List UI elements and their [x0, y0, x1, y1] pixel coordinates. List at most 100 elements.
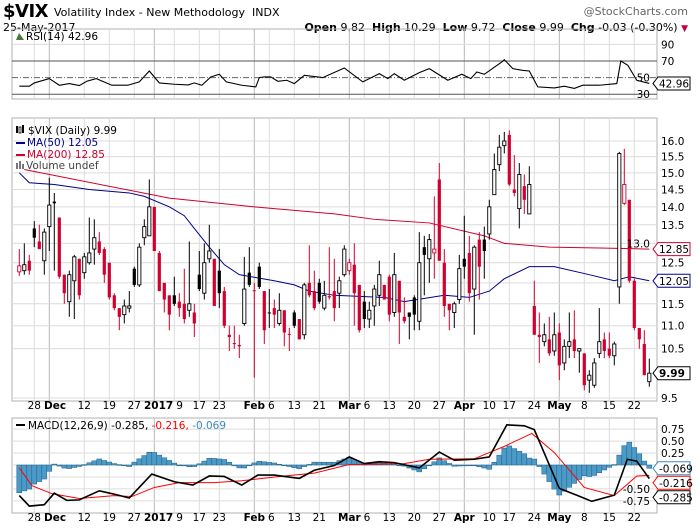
candle	[337, 276, 342, 309]
histogram-bar	[311, 461, 318, 466]
candle-body	[127, 305, 132, 309]
candle	[52, 192, 56, 271]
candle-body	[357, 284, 361, 331]
legends: RSI(14) 42.96 $VIX (Daily) 9.99 MA(50) 1…	[16, 31, 226, 432]
candle	[537, 312, 541, 363]
candle-body	[62, 274, 66, 294]
candle	[27, 254, 31, 275]
close-label: Close	[502, 21, 536, 34]
x-tick-label: 2017	[144, 512, 173, 524]
candle-body	[247, 272, 251, 285]
candle-body	[337, 280, 342, 294]
histogram-bar	[246, 464, 253, 467]
candle-body	[147, 206, 152, 237]
x-tick-label: 15	[603, 400, 616, 412]
price-tick-label: 11.0	[661, 321, 684, 333]
macd-legend-value: -0.285	[111, 420, 145, 432]
candle	[277, 293, 282, 326]
candle	[592, 358, 597, 388]
histogram-bar	[101, 460, 108, 466]
histogram-bar	[271, 462, 278, 466]
histogram-bar	[96, 458, 103, 466]
price-panel	[17, 130, 652, 393]
candle	[377, 260, 382, 306]
histogram-bar	[286, 464, 293, 467]
candle-body	[322, 294, 327, 309]
histogram-bar	[481, 464, 488, 469]
candle-body	[387, 276, 391, 315]
candle-body	[192, 312, 196, 324]
price-tick-label: 13.5	[661, 220, 684, 232]
candle-body	[312, 291, 316, 309]
histogram-bar	[126, 464, 133, 467]
candle-body	[72, 256, 77, 282]
histogram-bar	[191, 464, 198, 467]
ma200-value-tag: 12.85	[652, 242, 691, 257]
histogram-legend-value: -0.069	[192, 420, 226, 432]
high-label: High	[371, 21, 401, 34]
candle	[117, 308, 121, 331]
x-tick-label: 9	[176, 512, 183, 524]
candle	[67, 270, 72, 317]
candle	[227, 325, 231, 352]
candle	[507, 130, 511, 187]
candle-body	[557, 332, 561, 366]
candle-body	[397, 280, 401, 313]
candle	[637, 327, 641, 349]
candle	[577, 348, 582, 373]
candle-body	[52, 201, 56, 204]
candle	[302, 282, 307, 340]
price-tick-label: 11.5	[661, 299, 684, 311]
candle-body	[222, 291, 226, 326]
candle-body	[412, 297, 416, 315]
x-tick-label: 27	[433, 400, 446, 412]
histogram-bar	[491, 461, 498, 466]
price-tick-label: 15.0	[661, 168, 684, 180]
signal-line	[18, 432, 650, 499]
price-tick-label: 14.5	[661, 185, 684, 197]
candle	[412, 295, 416, 331]
candle	[367, 301, 372, 328]
histogram-bar	[41, 464, 48, 480]
candle-body	[207, 250, 212, 260]
candle	[42, 228, 47, 275]
candle	[62, 274, 66, 304]
histogram-bar	[506, 445, 513, 466]
histogram-bar	[141, 455, 148, 466]
low-label: Low	[442, 21, 468, 34]
histogram-bar	[281, 464, 288, 467]
histogram-bar	[296, 464, 303, 470]
x-tick-label: 8	[581, 512, 588, 524]
candle-body	[342, 248, 347, 276]
x-tick-label: 23	[213, 512, 226, 524]
candle-body	[177, 301, 181, 309]
rsi-value-tag: 42.96	[652, 76, 691, 91]
histogram-bar	[526, 457, 533, 466]
histogram-bar	[321, 461, 328, 466]
candle	[297, 319, 301, 340]
candle-body	[252, 290, 256, 292]
chg-label: Chg	[570, 21, 595, 34]
histogram-bar	[446, 463, 453, 466]
histogram-bar	[61, 464, 68, 469]
candle	[87, 217, 92, 265]
candle	[107, 262, 111, 300]
candle	[587, 370, 592, 393]
histogram-value-tag-text: -0.069	[659, 463, 693, 475]
candle	[207, 224, 212, 263]
candle-body	[477, 239, 481, 267]
signal-value-tag-shape	[652, 475, 691, 490]
candle-body	[182, 303, 186, 320]
candle-body	[292, 312, 296, 326]
candle-body	[212, 258, 216, 306]
histogram-bar	[541, 464, 548, 475]
candle-body	[202, 262, 207, 294]
histogram-bar	[451, 464, 458, 467]
x-tick-label: 10	[483, 512, 496, 524]
histogram-bar	[176, 464, 183, 466]
candle	[402, 297, 406, 324]
quote-summary: Open 9.82 High 10.29 Low 9.72 Close 9.99…	[304, 21, 688, 34]
histogram-bar	[496, 454, 503, 466]
x-tick-label: 10	[483, 400, 496, 412]
candle	[547, 316, 551, 356]
